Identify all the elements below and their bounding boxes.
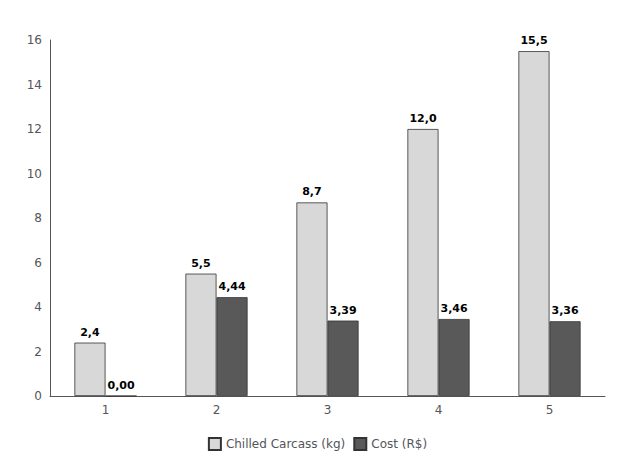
- svg-text:12,0: 12,0: [409, 112, 436, 125]
- svg-text:3,36: 3,36: [551, 304, 578, 317]
- svg-text:10: 10: [27, 167, 42, 181]
- svg-text:2: 2: [213, 403, 221, 417]
- svg-text:0: 0: [34, 389, 42, 403]
- svg-text:Chilled Carcass (kg): Chilled Carcass (kg): [226, 437, 345, 451]
- svg-text:3,46: 3,46: [440, 302, 467, 315]
- svg-text:12: 12: [27, 122, 42, 136]
- svg-text:6: 6: [34, 256, 42, 270]
- svg-text:8,7: 8,7: [302, 185, 322, 198]
- svg-text:4: 4: [34, 300, 42, 314]
- svg-text:3,39: 3,39: [329, 304, 356, 317]
- svg-text:5: 5: [546, 403, 554, 417]
- svg-text:8: 8: [34, 211, 42, 225]
- svg-text:1: 1: [102, 403, 110, 417]
- svg-text:4,44: 4,44: [218, 280, 245, 293]
- svg-text:0,00: 0,00: [107, 379, 134, 392]
- svg-text:16: 16: [27, 33, 42, 47]
- svg-text:5,5: 5,5: [191, 257, 211, 270]
- svg-text:Cost (R$): Cost (R$): [371, 437, 427, 451]
- svg-text:15,5: 15,5: [520, 34, 547, 47]
- svg-text:2,4: 2,4: [80, 326, 100, 339]
- svg-text:3: 3: [324, 403, 332, 417]
- svg-text:4: 4: [435, 403, 443, 417]
- svg-text:14: 14: [27, 78, 42, 92]
- svg-text:2: 2: [34, 345, 42, 359]
